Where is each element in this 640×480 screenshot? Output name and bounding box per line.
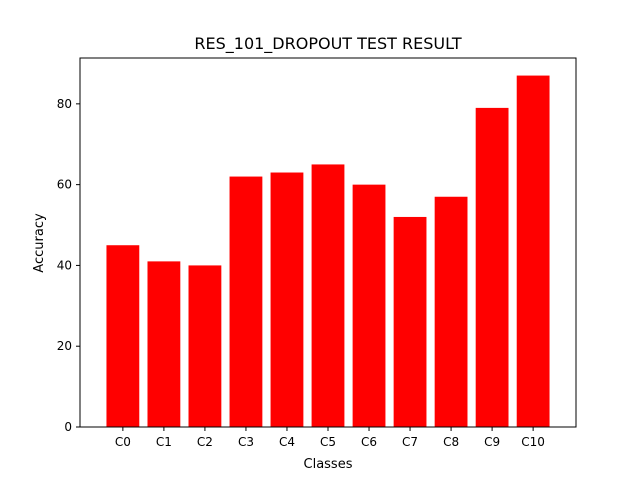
x-tick-label: C7 — [402, 435, 418, 449]
y-axis-label: Accuracy — [32, 213, 47, 273]
bar-c3 — [229, 176, 263, 427]
bar-c0 — [106, 245, 140, 427]
bar-c10 — [516, 75, 550, 427]
x-tick-label: C2 — [197, 435, 213, 449]
y-tick-label: 60 — [57, 178, 72, 192]
y-tick-label: 20 — [57, 339, 72, 353]
y-tick-label: 40 — [57, 258, 72, 272]
x-tick-label: C5 — [320, 435, 336, 449]
bar-c5 — [311, 164, 345, 427]
chart-title: RES_101_DROPOUT TEST RESULT — [194, 34, 461, 54]
x-tick-label: C0 — [115, 435, 131, 449]
x-tick-label: C10 — [521, 435, 545, 449]
bar-c8 — [434, 196, 468, 427]
x-tick-label: C6 — [361, 435, 377, 449]
bar-c9 — [475, 107, 509, 427]
bar-c1 — [147, 261, 181, 427]
x-tick-label: C4 — [279, 435, 295, 449]
bar-c2 — [188, 265, 222, 427]
bar-c6 — [352, 184, 386, 427]
plot-area: C0 C1 C2 C3 C4 C5 C6 C7 C8 C9 C10 0 20 40 60 80 — [57, 57, 577, 449]
x-tick-label: C9 — [484, 435, 500, 449]
bar-c7 — [393, 216, 427, 427]
x-tick-label: C8 — [443, 435, 459, 449]
y-tick-label: 0 — [64, 420, 72, 434]
bar-c4 — [270, 172, 304, 427]
x-axis-label: Classes — [304, 457, 353, 472]
x-tick-label: C1 — [156, 435, 172, 449]
x-tick-label: C3 — [238, 435, 254, 449]
y-tick-label: 80 — [57, 97, 72, 111]
